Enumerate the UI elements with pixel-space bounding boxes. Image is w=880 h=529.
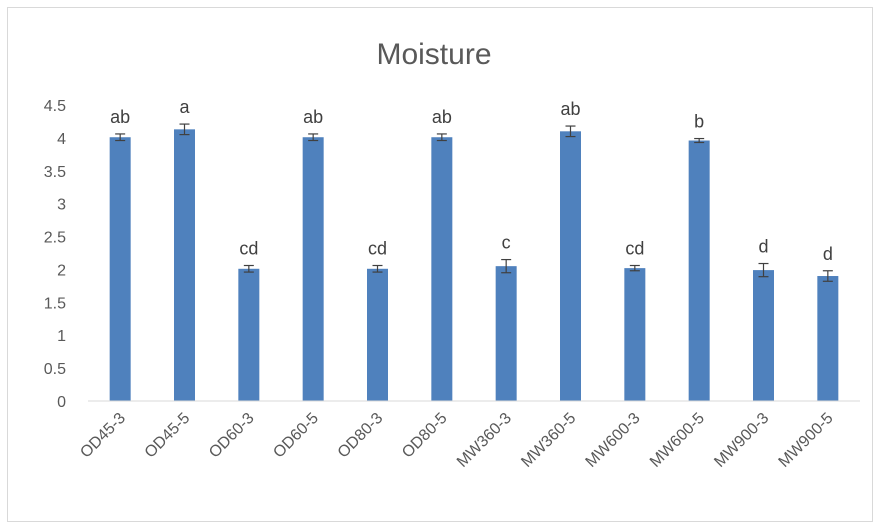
- x-tick-label: MW600-3: [583, 410, 644, 471]
- y-tick-label: 1.5: [44, 295, 66, 312]
- error-bar: [694, 137, 705, 144]
- y-tick-label: 3.5: [44, 164, 66, 181]
- x-tick-label: OD60-5: [270, 410, 322, 462]
- x-tick-label: MW360-5: [518, 410, 579, 471]
- significance-label: cd: [625, 238, 644, 258]
- error-bar: [565, 125, 576, 138]
- significance-label: c: [502, 233, 511, 253]
- significance-label: ab: [560, 99, 580, 119]
- bar: [624, 268, 646, 401]
- x-tick-label: OD60-3: [206, 410, 258, 462]
- bar: [367, 268, 388, 401]
- y-tick-label: 3: [57, 197, 66, 214]
- error-bar: [629, 264, 640, 272]
- bar: [238, 268, 260, 401]
- error-bar: [436, 133, 447, 142]
- y-tick-label: 4: [57, 131, 66, 148]
- significance-label: d: [758, 237, 768, 257]
- y-tick-label: 4.5: [44, 98, 66, 115]
- significance-label: ab: [110, 107, 130, 127]
- x-tick-label: OD45-3: [77, 410, 129, 462]
- error-bar: [501, 258, 512, 274]
- bar: [174, 129, 195, 401]
- y-tick-label: 2.5: [44, 230, 66, 247]
- significance-label: b: [694, 112, 704, 132]
- error-bar: [179, 123, 190, 136]
- bar: [753, 270, 774, 401]
- moisture-chart: Moisture 00.511.522.533.544.5 ab acdabcda…: [44, 38, 860, 471]
- x-tick-label: OD80-5: [399, 410, 451, 462]
- y-tick-label: 1: [57, 328, 66, 345]
- y-tick-label: 0: [57, 394, 66, 411]
- x-tick-label: MW600-5: [647, 410, 708, 471]
- chart-frame: Moisture 0 0.5 1 1.5 2 2.5 3 3.5 4 4.5 ab a cd ab cd a…: [7, 7, 873, 522]
- error-bar: [308, 133, 319, 142]
- x-tick-label: MW900-5: [776, 410, 837, 471]
- x-tick-label: OD45-5: [142, 410, 194, 462]
- y-tick-label: 2: [57, 262, 66, 279]
- chart-title: Moisture: [376, 38, 491, 71]
- significance-label: a: [179, 97, 190, 117]
- error-bar: [758, 262, 769, 278]
- bar: [688, 140, 710, 401]
- significance-label: cd: [239, 238, 258, 258]
- bar: [431, 137, 453, 401]
- significance-label: ab: [303, 107, 323, 127]
- x-tick-label: OD80-3: [335, 410, 387, 462]
- significance-label: ab: [432, 107, 452, 127]
- y-tick-label: 0.5: [44, 361, 66, 378]
- bar: [495, 266, 517, 401]
- error-bar: [243, 264, 254, 273]
- bar: [109, 137, 131, 401]
- significance-label: d: [823, 244, 833, 264]
- error-bar: [372, 264, 383, 273]
- bar: [817, 276, 839, 401]
- bar: [560, 131, 581, 402]
- significance-label: cd: [368, 238, 387, 258]
- error-bar: [115, 133, 126, 142]
- x-tick-label: MW360-3: [454, 410, 515, 471]
- bar: [302, 137, 324, 401]
- x-tick-label: MW900-3: [711, 410, 772, 471]
- error-bar: [822, 270, 833, 282]
